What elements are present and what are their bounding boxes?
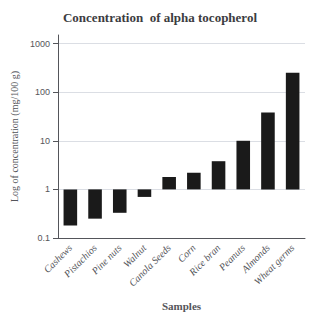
svg-text:1000: 1000 [30,39,50,49]
svg-text:Walnut: Walnut [120,242,149,270]
svg-text:Pistachios: Pistachios [61,242,99,280]
svg-text:Almonds: Almonds [239,242,272,275]
svg-text:Wheat germs: Wheat germs [252,242,297,287]
svg-text:100: 100 [35,87,50,97]
svg-text:Canola Seeds: Canola Seeds [127,242,173,288]
svg-text:Concentration of alpha tocoph: Concentration of alpha tocopherol [63,10,257,25]
svg-text:Pine nuts: Pine nuts [89,242,124,277]
svg-text:Peanuts: Peanuts [216,242,248,273]
svg-text:1: 1 [45,184,50,194]
svg-text:0.1: 0.1 [37,233,50,243]
svg-text:Rice bran: Rice bran [186,242,222,278]
svg-text:Samples: Samples [162,300,202,312]
svg-text:Log of concentration (mg/100 g: Log of concentration (mg/100 g) [9,71,21,202]
svg-text:10: 10 [40,136,50,146]
svg-text:Corn: Corn [175,242,198,265]
svg-text:Cashews: Cashews [41,242,75,275]
